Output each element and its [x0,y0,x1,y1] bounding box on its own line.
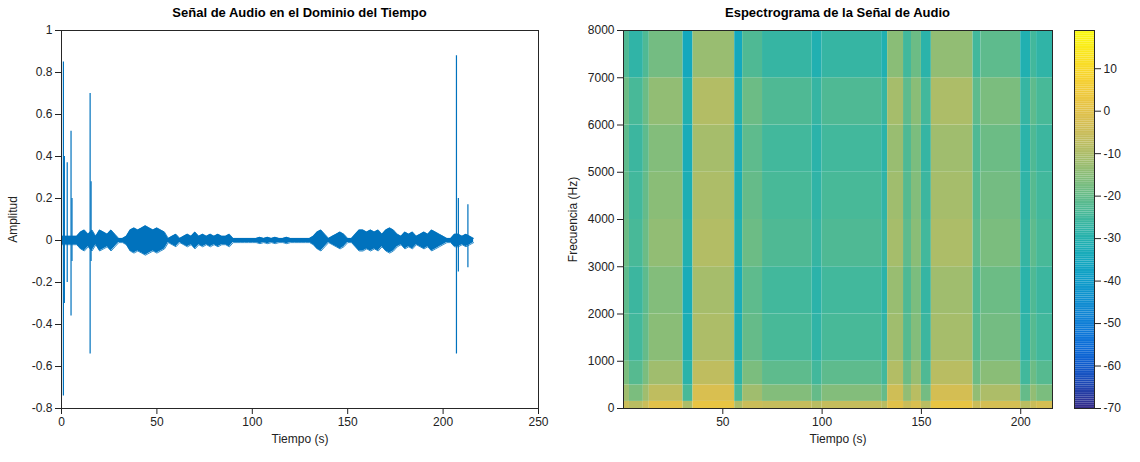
svg-text:-0.8: -0.8 [32,401,53,415]
svg-text:4000: 4000 [588,212,615,226]
svg-text:0: 0 [608,401,615,415]
svg-text:0.4: 0.4 [36,149,53,163]
svg-text:-70: -70 [1104,401,1122,415]
svg-text:-10: -10 [1104,147,1122,161]
svg-text:100: 100 [812,415,832,429]
svg-text:250: 250 [528,415,548,429]
svg-text:1: 1 [46,23,53,37]
svg-text:Tiempo (s): Tiempo (s) [810,432,867,446]
svg-text:Amplitud: Amplitud [6,196,20,243]
svg-text:150: 150 [911,415,931,429]
svg-text:0: 0 [1104,104,1111,118]
svg-text:-20: -20 [1104,189,1122,203]
svg-text:5000: 5000 [588,165,615,179]
svg-text:200: 200 [1011,415,1031,429]
svg-text:100: 100 [242,415,262,429]
svg-text:50: 50 [150,415,164,429]
svg-text:0: 0 [58,415,65,429]
svg-text:0.8: 0.8 [36,65,53,79]
svg-text:10: 10 [1104,62,1118,76]
svg-text:6000: 6000 [588,118,615,132]
svg-text:-0.4: -0.4 [32,317,53,331]
svg-text:8000: 8000 [588,23,615,37]
svg-text:-50: -50 [1104,316,1122,330]
svg-text:-30: -30 [1104,231,1122,245]
html-text:Señal de Audio en el Dominio d: Señal de Audio en el Dominio del Tiempo [172,5,427,20]
svg-text:0.6: 0.6 [36,107,53,121]
svg-text:200: 200 [433,415,453,429]
svg-text:-60: -60 [1104,359,1122,373]
svg-text:-0.2: -0.2 [32,275,53,289]
svg-text:3000: 3000 [588,260,615,274]
svg-text:50: 50 [716,415,730,429]
svg-text:2000: 2000 [588,307,615,321]
svg-text:1000: 1000 [588,354,615,368]
svg-text:Frecuencia (Hz): Frecuencia (Hz) [566,177,580,262]
svg-text:0.2: 0.2 [36,191,53,205]
html-text:Espectrograma de la Señal de A: Espectrograma de la Señal de Audio [725,5,950,20]
svg-text:150: 150 [338,415,358,429]
svg-text:-0.6: -0.6 [32,359,53,373]
svg-text:7000: 7000 [588,71,615,85]
svg-text:-40: -40 [1104,274,1122,288]
svg-text:0: 0 [46,233,53,247]
svg-text:Tiempo (s): Tiempo (s) [272,432,329,446]
